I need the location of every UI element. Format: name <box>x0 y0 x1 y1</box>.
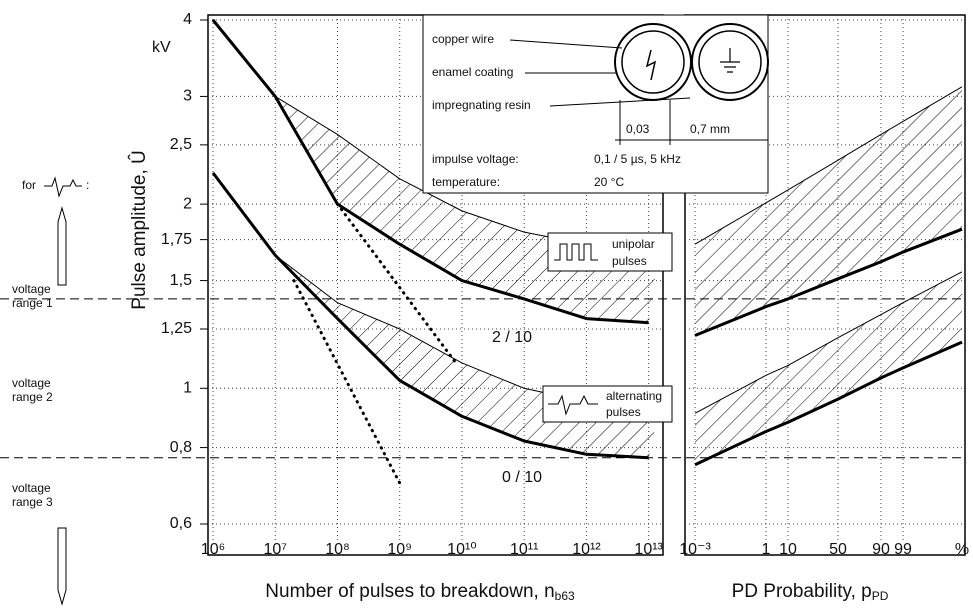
y-tick-label: 1,5 <box>170 272 192 289</box>
ground-icon <box>720 48 740 73</box>
y-tick-label: 0,6 <box>170 515 192 532</box>
inset-label: enamel coating <box>432 65 513 79</box>
x-tick-label: 10¹¹ <box>510 541 538 558</box>
series-line <box>335 202 458 365</box>
wire-left-inner <box>621 30 685 94</box>
x-axis-label-text: Number of pulses to breakdown, n <box>265 581 554 602</box>
x-axis-label-subscript: PD <box>872 589 889 603</box>
alternating-icon <box>44 176 82 198</box>
y-axis-label: Pulse amplitude, Û <box>128 150 150 309</box>
x-axis-label: PD Probability, pPD <box>732 581 889 603</box>
x-axis-label: Number of pulses to breakdown, nb63 <box>265 581 575 603</box>
lightning-icon <box>645 49 657 81</box>
alternating-icon <box>548 394 598 416</box>
x-tick-label: 10⁷ <box>263 541 287 558</box>
y-tick-label: 1 <box>183 380 192 397</box>
x-tick-label: 10 <box>779 541 797 558</box>
series-line <box>211 19 649 325</box>
dimension-label: 0,7 mm <box>690 122 730 136</box>
annotation: 0 / 10 <box>502 469 542 486</box>
x-axis-label-subscript: b63 <box>555 589 575 603</box>
series-line <box>694 86 963 245</box>
alternating-box <box>542 385 673 423</box>
inset-value: 20 °C <box>594 175 624 189</box>
hatch-band <box>695 86 962 336</box>
series-line <box>292 279 402 485</box>
x-tick-label: 99 <box>894 541 912 558</box>
inset-value: 0,1 / 5 µs, 5 kHz <box>594 152 681 166</box>
x-tick-label: 10¹³ <box>634 541 663 558</box>
x-axis-label-text: PD Probability, p <box>732 581 872 602</box>
y-tick-label: 3 <box>183 88 192 105</box>
range-label: range 3 <box>12 495 53 509</box>
range-label: voltage <box>12 376 51 390</box>
box-label: pulses <box>612 254 647 268</box>
series-line <box>694 340 963 467</box>
x-tick-label: 10⁹ <box>387 541 412 558</box>
unipolar-box <box>547 232 673 272</box>
range-label: range 2 <box>12 390 53 404</box>
side-label: : <box>86 178 89 192</box>
x-tick-label: 10⁸ <box>325 541 350 558</box>
series-line <box>211 171 649 460</box>
inset-label: temperature: <box>432 175 500 189</box>
side-label: for <box>22 178 36 192</box>
overlay-layer: kV Pulse amplitude, Û Number of pulses t… <box>12 14 889 606</box>
y-tick-label: 1,75 <box>161 231 192 248</box>
annotation: 2 / 10 <box>492 329 532 346</box>
y-tick-label: 4 <box>183 11 192 28</box>
box-label: alternating <box>606 389 662 403</box>
x-tick-label: 10¹² <box>572 541 601 558</box>
x-tick-label: 90 <box>872 541 890 558</box>
up-arrow-icon <box>57 206 67 286</box>
dimension-label: 0,03 <box>626 122 650 136</box>
x-tick-label: 10¹⁰ <box>447 541 477 558</box>
y-unit: kV <box>152 39 171 56</box>
hatch-band <box>695 271 962 465</box>
y-tick-label: 0,8 <box>170 439 192 456</box>
x-tick-label: % <box>955 541 969 558</box>
inset-label: impregnating resin <box>432 98 531 112</box>
down-arrow-icon <box>57 527 67 606</box>
series-line <box>694 271 963 414</box>
range-label: voltage <box>12 282 51 296</box>
inset-label: copper wire <box>432 32 494 46</box>
y-tick-label: 2,5 <box>170 136 192 153</box>
series-line <box>694 227 963 337</box>
x-tick-label: 50 <box>829 541 847 558</box>
box-label: unipolar <box>612 237 655 251</box>
range-label: range 1 <box>12 296 53 310</box>
y-tick-label: 2 <box>183 195 192 212</box>
unipolar-icon <box>554 243 598 261</box>
x-tick-label: 1 <box>762 541 771 558</box>
x-tick-label: 10⁻³ <box>679 541 711 558</box>
y-tick-label: 1,25 <box>161 320 192 337</box>
leader-line <box>509 39 623 49</box>
x-tick-label: 10⁶ <box>201 541 225 558</box>
box-label: pulses <box>606 405 641 419</box>
range-label: voltage <box>12 481 51 495</box>
inset-label: impulse voltage: <box>432 152 519 166</box>
